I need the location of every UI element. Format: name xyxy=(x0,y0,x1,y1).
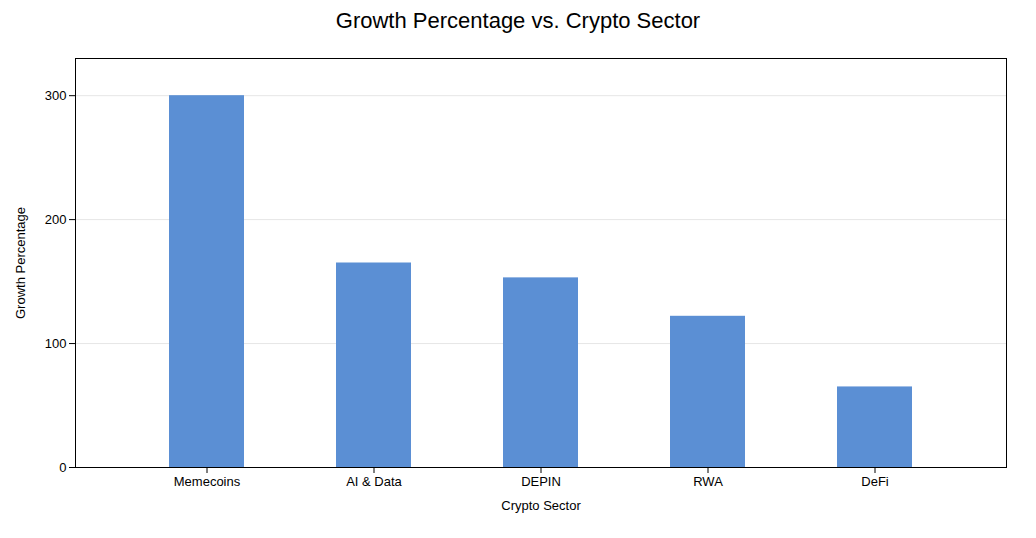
svg-text:100: 100 xyxy=(45,336,67,351)
svg-text:Crypto Sector: Crypto Sector xyxy=(501,498,581,513)
svg-text:AI & Data: AI & Data xyxy=(346,474,402,489)
svg-text:0: 0 xyxy=(59,460,66,475)
svg-text:RWA: RWA xyxy=(693,474,723,489)
html-text:Growth Percentage vs. Crypto S: Growth Percentage vs. Crypto Sector xyxy=(335,8,701,33)
svg-text:DeFi: DeFi xyxy=(861,474,889,489)
svg-text:300: 300 xyxy=(45,88,67,103)
svg-text:DEPIN: DEPIN xyxy=(521,474,561,489)
svg-text:Memecoins: Memecoins xyxy=(174,474,241,489)
svg-text:200: 200 xyxy=(45,212,67,227)
svg-text:Growth Percentage: Growth Percentage xyxy=(13,207,28,319)
